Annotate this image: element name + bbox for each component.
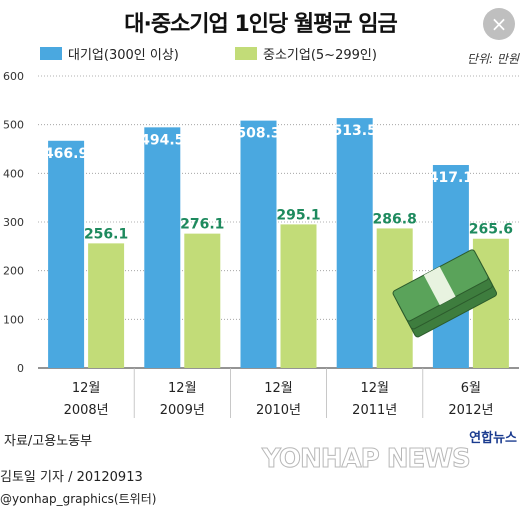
x-tick-label-month: 12월 xyxy=(360,381,389,396)
data-label-small: 276.1 xyxy=(180,217,224,233)
bar-large xyxy=(144,127,181,369)
x-tick-label-year: 2009년 xyxy=(160,403,205,418)
unit-label: 단위: 만원 xyxy=(466,52,519,66)
legend-item-large: 대기업(300인 이상) xyxy=(40,44,179,63)
x-tick-label-year: 2012년 xyxy=(448,403,493,418)
y-tick-label: 500 xyxy=(3,119,24,132)
author-credit: 김토일 기자 / 20120913 xyxy=(0,470,143,485)
y-tick-label: 200 xyxy=(3,265,24,278)
y-tick-label: 300 xyxy=(3,216,24,229)
chart-title: 대·중소기업 1인당 월평균 임금 xyxy=(124,12,398,37)
bar-small xyxy=(184,233,221,368)
y-tick-label: 400 xyxy=(3,167,24,180)
x-tick-label-year: 2008년 xyxy=(64,403,109,418)
data-label-large: 494.5 xyxy=(140,132,184,148)
y-tick-label: 0 xyxy=(17,362,24,375)
y-tick-label: 600 xyxy=(3,70,24,83)
yonhap-logo: 연합뉴스 xyxy=(469,431,517,446)
data-label-small: 256.1 xyxy=(84,226,128,242)
bar-large xyxy=(240,120,277,368)
data-label-small: 286.8 xyxy=(373,211,417,227)
x-tick-label-year: 2011년 xyxy=(352,403,397,418)
data-label-small: 265.6 xyxy=(469,222,513,238)
bar-small xyxy=(280,224,317,368)
money-stack-illustration xyxy=(392,249,498,338)
data-label-large: 513.5 xyxy=(333,123,377,139)
bar-small xyxy=(88,243,125,368)
bar-large xyxy=(48,140,85,368)
legend-label-large: 대기업(300인 이상) xyxy=(68,48,179,63)
twitter-handle: @yonhap_graphics(트위터) xyxy=(0,492,157,506)
bar-large xyxy=(336,118,373,368)
watermark: YONHAP NEWS xyxy=(262,444,472,475)
close-icon[interactable]: × xyxy=(483,8,515,40)
x-tick-label-year: 2010년 xyxy=(256,403,301,418)
y-tick-label: 100 xyxy=(3,313,24,326)
data-label-large: 417.1 xyxy=(429,170,473,186)
x-tick-label-month: 12월 xyxy=(264,381,293,396)
data-label-large: 508.3 xyxy=(236,126,280,142)
legend-label-small: 중소기업(5~299인) xyxy=(263,48,377,63)
data-label-small: 295.1 xyxy=(276,207,320,223)
legend-item-small: 중소기업(5~299인) xyxy=(235,44,377,63)
source-label: 자료/고용노동부 xyxy=(4,434,93,449)
data-label-large: 466.9 xyxy=(44,146,88,162)
legend-swatch-large xyxy=(40,47,62,60)
x-tick-label-month: 12월 xyxy=(72,381,101,396)
legend-swatch-small xyxy=(235,47,257,60)
x-tick-label-month: 6월 xyxy=(461,381,481,396)
x-tick-label-month: 12월 xyxy=(168,381,197,396)
